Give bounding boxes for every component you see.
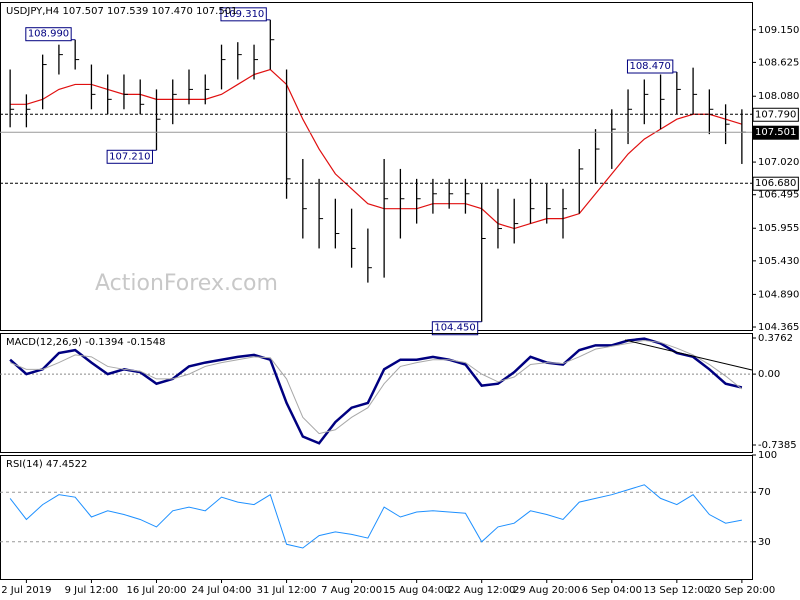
- annotation-label: 108.470: [629, 61, 670, 72]
- annotation-label-box: [626, 59, 674, 74]
- annotation-label: 107.210: [109, 151, 150, 162]
- panel-title: USDJPY,H4 107.507 107.539 107.470 107.50…: [6, 6, 237, 17]
- panel-frame: [0, 455, 753, 580]
- x-tick-label: 20 Sep 20:00: [708, 585, 775, 596]
- x-tick-label: 7 Aug 20:00: [321, 585, 382, 596]
- trend-line: [624, 339, 753, 371]
- series-line: [9, 340, 743, 435]
- price-level-label-box: [752, 125, 799, 140]
- x-tick-label: 22 Aug 12:00: [448, 585, 515, 596]
- watermark: ActionForex.com: [95, 271, 278, 296]
- y-tick-label: -0.7385: [758, 440, 797, 451]
- panel-title: MACD(12,26,9) -0.1394 -0.1548: [6, 337, 166, 348]
- x-tick-label: 6 Sep 04:00: [582, 585, 642, 596]
- price-level-label-box: [752, 107, 799, 122]
- x-tick-label: 15 Aug 04:00: [383, 585, 450, 596]
- annotation-label-box: [25, 27, 72, 42]
- y-tick-label: 107.020: [758, 157, 799, 168]
- price-level-label: 106.680: [755, 178, 796, 189]
- y-tick-label: 105.955: [758, 223, 799, 234]
- x-tick-label: 2 Jul 2019: [1, 585, 51, 596]
- y-tick-label: 70: [758, 487, 771, 498]
- y-tick-label: 100: [758, 450, 777, 461]
- y-tick-label: 0.00: [758, 369, 780, 380]
- y-tick-label: 0.3762: [758, 333, 793, 344]
- annotation-label: 109.310: [223, 9, 264, 20]
- price-level-label: 107.790: [755, 109, 796, 120]
- annotation-label-box: [106, 149, 153, 164]
- annotation-label-box: [220, 7, 267, 22]
- series-line: [9, 484, 742, 549]
- y-tick-label: 106.495: [758, 190, 799, 201]
- x-tick-label: 31 Jul 12:00: [257, 585, 317, 596]
- annotation-label: 108.990: [28, 29, 69, 40]
- x-tick-label: 9 Jul 12:00: [65, 585, 119, 596]
- x-tick-label: 13 Sep 12:00: [643, 585, 710, 596]
- price-level-label-box: [752, 176, 799, 191]
- series-line: [9, 337, 743, 445]
- y-tick-label: 105.430: [758, 256, 799, 267]
- x-tick-label: 16 Jul 20:00: [126, 585, 186, 596]
- y-tick-label: 108.625: [758, 57, 799, 68]
- x-tick-label: 29 Aug 20:00: [513, 585, 580, 596]
- y-tick-label: 109.150: [758, 25, 799, 36]
- panel-frame: [0, 2, 753, 331]
- x-tick-label: 24 Jul 04:00: [192, 585, 252, 596]
- y-tick-label: 30: [758, 537, 771, 548]
- panel-title: RSI(14) 47.4522: [6, 459, 87, 470]
- y-tick-label: 104.365: [758, 322, 799, 333]
- annotation-label-box: [431, 321, 479, 336]
- price-level-label: 107.501: [755, 127, 796, 138]
- moving-average: [10, 68, 743, 230]
- annotation-label: 104.450: [434, 323, 475, 334]
- panel-frame: [0, 333, 753, 453]
- y-tick-label: 104.890: [758, 289, 799, 300]
- y-tick-label: 108.080: [758, 91, 799, 102]
